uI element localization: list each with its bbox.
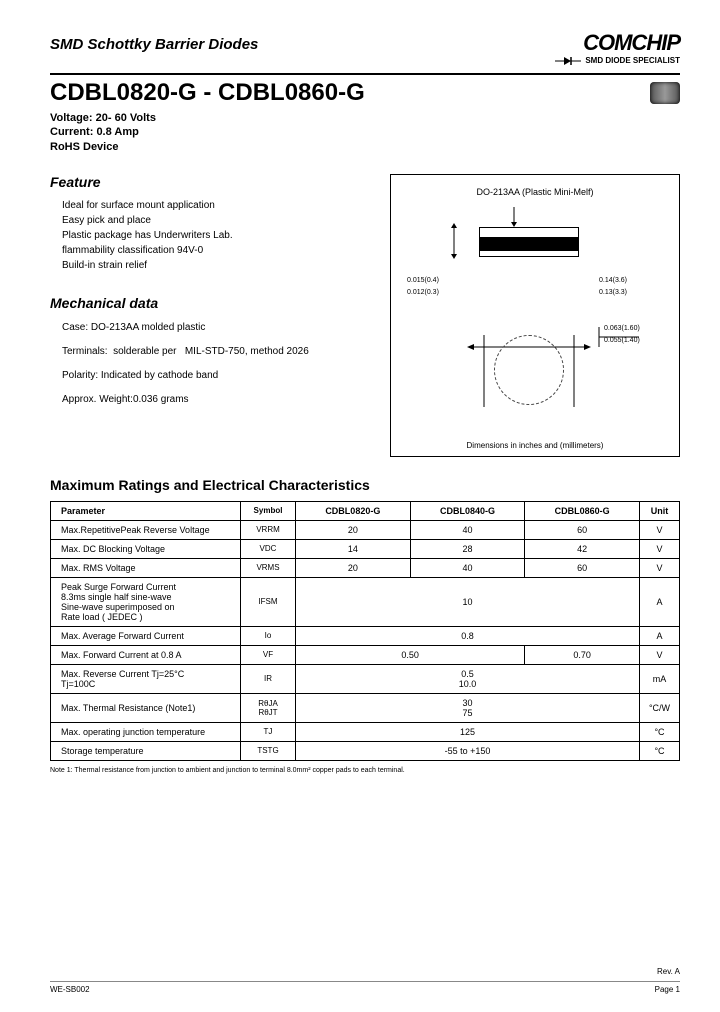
- ratings-heading: Maximum Ratings and Electrical Character…: [50, 477, 680, 493]
- table-row: Max. Forward Current at 0.8 AVF0.500.70V: [51, 645, 680, 664]
- spec-voltage: Voltage: 20- 60 Volts: [50, 111, 680, 125]
- table-row: Max. DC Blocking VoltageVDC142842V: [51, 539, 680, 558]
- table-row: Peak Surge Forward Current 8.3ms single …: [51, 577, 680, 626]
- footer-code: WE-SB002: [50, 985, 90, 994]
- table-row: Max.RepetitivePeak Reverse VoltageVRRM20…: [51, 520, 680, 539]
- table-row: Max. operating junction temperatureTJ125…: [51, 722, 680, 741]
- subtitle: SMD Schottky Barrier Diodes: [50, 36, 258, 53]
- table-header-row: Parameter Symbol CDBL0820-G CDBL0840-G C…: [51, 501, 680, 520]
- feature-heading: Feature: [50, 174, 370, 190]
- ratings-table: Parameter Symbol CDBL0820-G CDBL0840-G C…: [50, 501, 680, 761]
- part-number-range: CDBL0820-G - CDBL0860-G: [50, 79, 365, 107]
- spec-rohs: RoHS Device: [50, 140, 680, 154]
- mech-weight: Approx. Weight:0.036 grams: [50, 393, 370, 407]
- brand-block: COMCHIP SMD DIODE SPECIALIST: [555, 30, 680, 65]
- feature-list: Ideal for surface mount application Easy…: [50, 198, 370, 273]
- table-row: Max. RMS VoltageVRMS204060V: [51, 558, 680, 577]
- brand-name: COMCHIP: [555, 30, 680, 56]
- diode-icon: [555, 57, 581, 65]
- table-row: Max. Average Forward CurrentIo0.8A: [51, 626, 680, 645]
- ratings-note: Note 1: Thermal resistance from junction…: [50, 767, 680, 774]
- package-title: DO-213AA (Plastic Mini-Melf): [399, 187, 671, 197]
- footer-page: Page 1: [655, 985, 680, 994]
- table-row: Max. Thermal Resistance (Note1)RθJA RθJT…: [51, 693, 680, 722]
- mech-case: Case: DO-213AA molded plastic: [50, 321, 370, 335]
- table-row: Storage temperatureTSTG-55 to +150°C: [51, 741, 680, 760]
- headline-specs: Voltage: 20- 60 Volts Current: 0.8 Amp R…: [50, 111, 680, 154]
- mech-heading: Mechanical data: [50, 295, 370, 311]
- mech-polarity: Polarity: Indicated by cathode band: [50, 369, 370, 383]
- mech-terminals: Terminals: solderable per MIL-STD-750, m…: [50, 345, 370, 359]
- package-footer: Dimensions in inches and (millimeters): [399, 441, 671, 450]
- table-row: Max. Reverse Current Tj=25°C Tj=100CIR0.…: [51, 664, 680, 693]
- revision: Rev. A: [657, 967, 680, 976]
- brand-tagline: SMD DIODE SPECIALIST: [555, 56, 680, 65]
- page-footer: WE-SB002 Page 1: [50, 981, 680, 994]
- package-drawing: DO-213AA (Plastic Mini-Melf) 0.015(0.4) …: [390, 174, 680, 457]
- component-image: [650, 82, 680, 104]
- divider: [50, 73, 680, 75]
- spec-current: Current: 0.8 Amp: [50, 125, 680, 139]
